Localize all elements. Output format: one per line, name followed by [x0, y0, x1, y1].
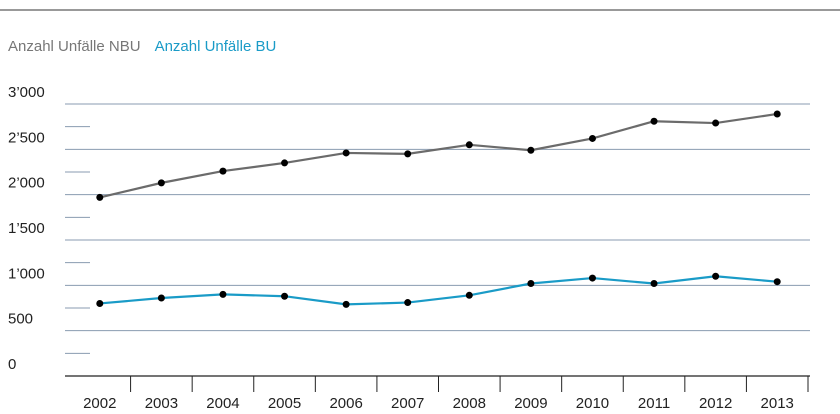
x-tick-label: 2012 [699, 395, 732, 412]
data-point [404, 299, 412, 307]
y-tick-label: 500 [8, 311, 33, 328]
data-point [281, 159, 289, 167]
legend-entry: Anzahl Unfälle BU [155, 38, 277, 55]
data-point [773, 278, 781, 286]
x-tick-label: 2008 [453, 395, 486, 412]
data-point [465, 141, 473, 149]
data-point [219, 290, 227, 298]
y-tick-label: 0 [8, 356, 16, 373]
x-tick-label: 2005 [268, 395, 301, 412]
x-tick-label: 2004 [206, 395, 239, 412]
y-tick-label: 2’000 [8, 175, 45, 192]
y-tick-label: 3’000 [8, 84, 45, 101]
data-point [281, 292, 289, 300]
data-point [588, 134, 596, 142]
data-point [650, 117, 658, 125]
data-point [773, 110, 781, 118]
x-tick-label: 2013 [761, 395, 794, 412]
data-point [465, 291, 473, 299]
data-point [712, 272, 720, 280]
x-tick-label: 2010 [576, 395, 609, 412]
x-tick-label: 2011 [638, 395, 670, 412]
data-point [712, 119, 720, 127]
legend-entry: Anzahl Unfälle NBU [8, 38, 141, 55]
data-point [96, 193, 104, 201]
x-tick-label: 2007 [391, 395, 424, 412]
data-point [404, 150, 412, 158]
data-point [527, 146, 535, 154]
x-tick-label: 2003 [145, 395, 178, 412]
series-line [99, 275, 778, 306]
data-point [588, 274, 596, 282]
data-point [219, 167, 227, 175]
y-tick-label: 1’500 [8, 220, 45, 237]
y-tick-label: 2’500 [8, 129, 45, 146]
data-point [342, 149, 350, 157]
y-tick-label: 1’000 [8, 265, 45, 282]
data-point [96, 299, 104, 307]
data-point [650, 280, 658, 288]
data-point [157, 179, 165, 187]
x-tick-label: 2009 [514, 395, 547, 412]
series-line [99, 112, 778, 199]
x-tick-label: 2002 [83, 395, 116, 412]
data-point [342, 300, 350, 308]
x-tick-label: 2006 [329, 395, 362, 412]
data-point [157, 294, 165, 302]
data-point [527, 280, 535, 288]
